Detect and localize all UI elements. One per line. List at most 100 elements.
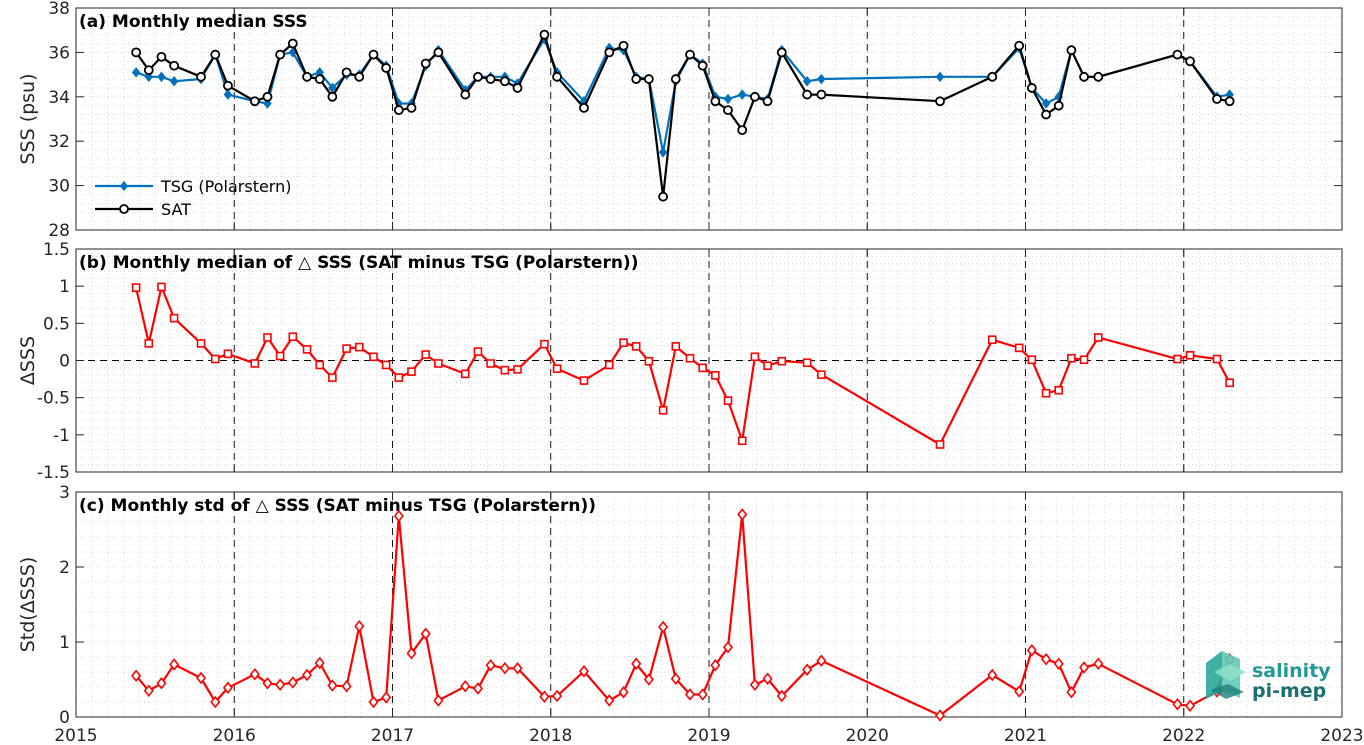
panel-c-point xyxy=(262,676,273,690)
panel-a-ytick-label: 38 xyxy=(48,0,70,19)
panel-c-point xyxy=(539,690,550,704)
panel-c-point xyxy=(499,661,510,675)
panel-a-point xyxy=(552,71,562,82)
panel-c-point xyxy=(381,691,392,704)
panel-c-point xyxy=(737,508,748,521)
panel-c-point xyxy=(368,695,379,709)
panel-b-point xyxy=(698,363,707,373)
panel-c-point xyxy=(1185,699,1196,713)
panel-b-ytick-label: 1.5 xyxy=(43,240,70,260)
panel-b-ytick-label: 0 xyxy=(59,352,70,372)
panel-b-point xyxy=(552,364,562,373)
panel-b-point xyxy=(605,360,614,370)
panel-b-point xyxy=(658,406,668,415)
panel-a-point xyxy=(670,74,681,84)
panel-a-point xyxy=(618,40,629,51)
panel-b-point xyxy=(1054,385,1064,395)
panel-b-delta-sss: -1.5 -1 -0.5 0 0.5 1 1.5 ΔSSS (b) Monthly median… xyxy=(17,240,1343,483)
panel-a-point xyxy=(460,89,471,100)
panel-b-point xyxy=(500,365,510,375)
panel-a-point xyxy=(776,47,787,58)
panel-b-point xyxy=(342,344,351,353)
panel-c-point xyxy=(249,667,260,681)
panel-a-point xyxy=(249,96,260,107)
panel-a-point xyxy=(341,67,352,78)
panel-a-point xyxy=(512,83,523,93)
panel-b-point xyxy=(381,360,391,370)
panel-b-point xyxy=(671,342,681,351)
logo-text-line2: pi-mep xyxy=(1252,680,1326,702)
panel-a-point xyxy=(697,60,708,71)
panel-a-point xyxy=(262,91,273,102)
panel-c-xtick-label: 2019 xyxy=(687,726,730,745)
panel-b-point xyxy=(1212,354,1222,364)
panel-a-point xyxy=(737,125,748,136)
panel-c-std-delta-sss: 0 1 2 3 2015 2016 2017 2018 2019 2020 2021 2022 2023… xyxy=(17,483,1364,745)
panel-a-ytick-label: 32 xyxy=(48,132,70,152)
panel-a-point xyxy=(539,29,550,40)
panel-a-point xyxy=(935,71,945,83)
panel-c-point xyxy=(393,509,404,523)
panel-c-point xyxy=(722,640,734,654)
panel-a-point xyxy=(723,93,733,105)
panel-a-point xyxy=(987,71,998,82)
panel-b-point xyxy=(169,313,179,323)
panel-a-point xyxy=(802,75,812,87)
panel-c-xtick-label: 2017 xyxy=(371,726,414,745)
panel-c-point xyxy=(287,676,298,689)
panel-c-point xyxy=(631,657,642,671)
panel-a-point xyxy=(485,74,496,84)
panel-a-point xyxy=(658,147,668,158)
panel-b-point xyxy=(1093,333,1103,342)
panel-c-point xyxy=(341,679,352,693)
panel-b-point xyxy=(1185,350,1195,360)
panel-c-point xyxy=(618,685,629,699)
panel-c-point xyxy=(1066,685,1077,699)
panel-b-point xyxy=(328,373,337,382)
legend-label-1: SAT xyxy=(161,200,191,219)
panel-c-point xyxy=(604,694,615,707)
panel-a-point xyxy=(762,96,773,107)
panel-c-point xyxy=(684,688,696,701)
panel-b-point xyxy=(685,353,695,363)
panel-c-point xyxy=(776,689,787,703)
salinity-pi-mep-logo: salinity pi-mep xyxy=(1206,651,1331,702)
panel-c-ytick-label: 3 xyxy=(59,483,70,503)
panel-c-point xyxy=(1053,657,1064,671)
panel-a-point xyxy=(368,49,379,60)
panel-b-point xyxy=(394,373,404,382)
panel-a-ylabel: SSS (psu) xyxy=(17,73,39,164)
panel-b-point xyxy=(987,335,997,344)
panel-c-point xyxy=(210,695,221,709)
panel-b-point xyxy=(935,440,945,449)
panel-a-point xyxy=(817,73,826,85)
panel-a-point xyxy=(631,74,642,84)
panel-b-point xyxy=(354,342,364,352)
panel-c-point xyxy=(131,669,142,683)
panel-c-point xyxy=(302,668,313,682)
logo-mark-icon xyxy=(1206,651,1246,699)
panel-b-point xyxy=(802,358,812,368)
panel-b-point xyxy=(540,339,549,349)
panel-c-point xyxy=(658,620,669,634)
panel-b-title: (b) Monthly median of △ SSS (SAT minus T… xyxy=(79,253,638,273)
panel-a-point xyxy=(393,105,404,116)
panel-c-point xyxy=(460,679,471,693)
panel-c-ytick-label: 0 xyxy=(59,708,70,728)
panel-c-point xyxy=(433,694,444,707)
panel-c-point xyxy=(169,658,180,671)
panel-a-point xyxy=(643,74,654,84)
panel-a-point xyxy=(354,71,365,82)
panel-b-point xyxy=(1225,378,1234,388)
panel-c-xtick-label: 2021 xyxy=(1004,726,1047,745)
panel-a-point xyxy=(1041,109,1051,120)
panel-a-ytick-label: 36 xyxy=(48,43,70,63)
panel-a-point xyxy=(499,76,510,87)
panel-c-point xyxy=(1172,697,1183,711)
panel-a-point xyxy=(157,71,166,83)
panel-b-point xyxy=(302,345,312,354)
panel-b-point xyxy=(1079,355,1089,365)
panel-c-ylabel: Std(ΔSSS) xyxy=(17,557,39,653)
panel-c-point xyxy=(275,678,286,692)
